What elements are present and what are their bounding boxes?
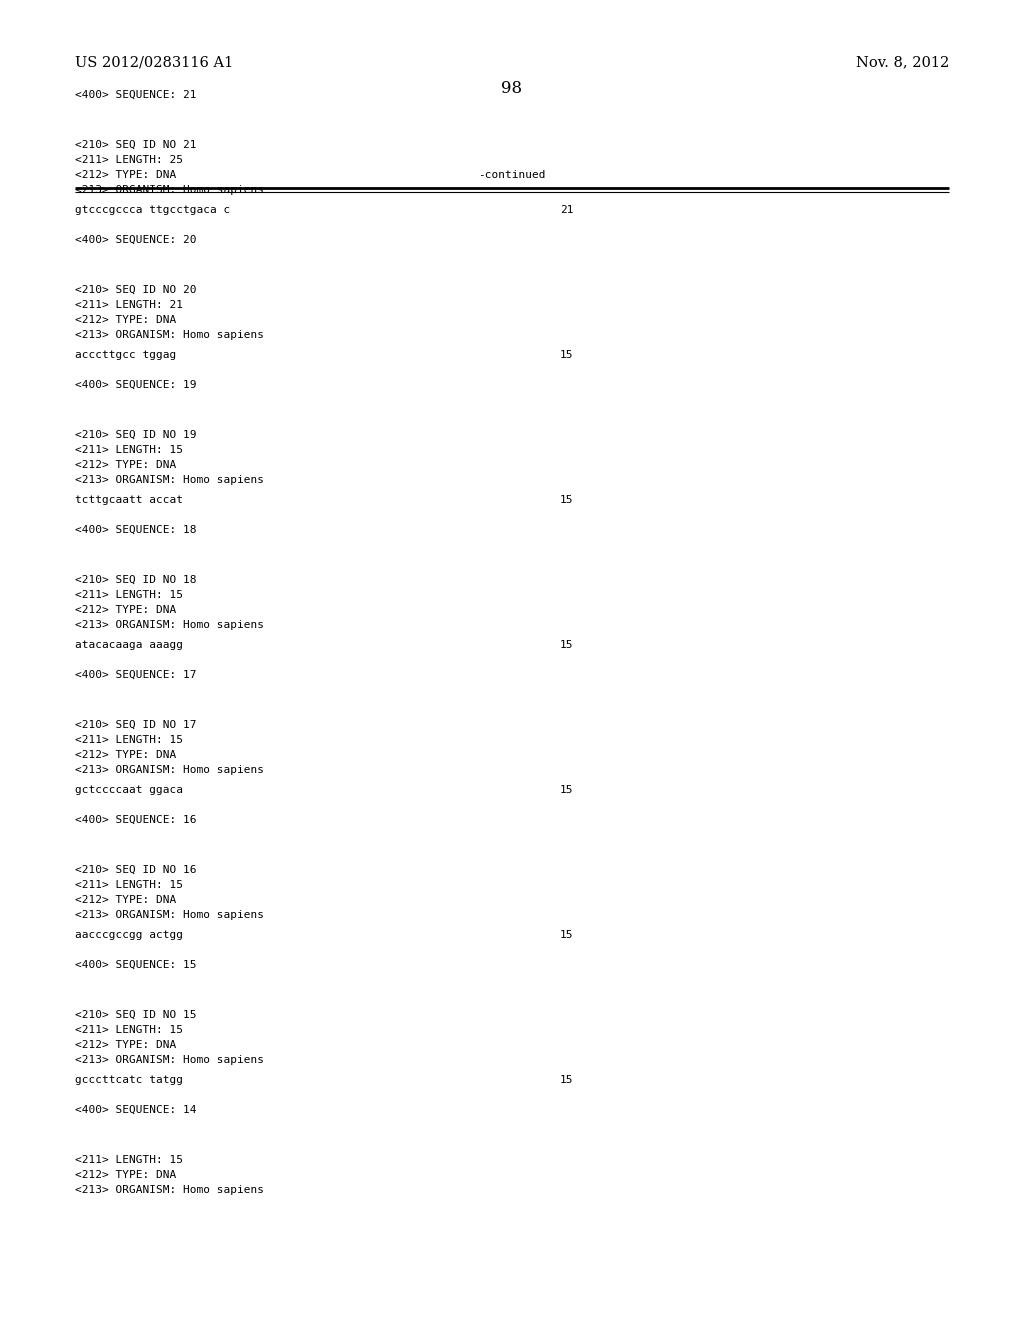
Text: <212> TYPE: DNA: <212> TYPE: DNA (75, 459, 176, 470)
Text: <211> LENGTH: 21: <211> LENGTH: 21 (75, 300, 183, 310)
Text: 15: 15 (560, 640, 573, 649)
Text: <210> SEQ ID NO 21: <210> SEQ ID NO 21 (75, 140, 197, 150)
Text: <211> LENGTH: 15: <211> LENGTH: 15 (75, 880, 183, 890)
Text: <210> SEQ ID NO 19: <210> SEQ ID NO 19 (75, 430, 197, 440)
Text: <212> TYPE: DNA: <212> TYPE: DNA (75, 1040, 176, 1049)
Text: <211> LENGTH: 15: <211> LENGTH: 15 (75, 1026, 183, 1035)
Text: 15: 15 (560, 350, 573, 360)
Text: atacacaaga aaagg: atacacaaga aaagg (75, 640, 183, 649)
Text: acccttgcc tggag: acccttgcc tggag (75, 350, 176, 360)
Text: <213> ORGANISM: Homo sapiens: <213> ORGANISM: Homo sapiens (75, 766, 264, 775)
Text: <212> TYPE: DNA: <212> TYPE: DNA (75, 1170, 176, 1180)
Text: <213> ORGANISM: Homo sapiens: <213> ORGANISM: Homo sapiens (75, 1055, 264, 1065)
Text: <211> LENGTH: 15: <211> LENGTH: 15 (75, 445, 183, 455)
Text: <210> SEQ ID NO 17: <210> SEQ ID NO 17 (75, 719, 197, 730)
Text: <210> SEQ ID NO 16: <210> SEQ ID NO 16 (75, 865, 197, 875)
Text: -continued: -continued (478, 170, 546, 180)
Text: <212> TYPE: DNA: <212> TYPE: DNA (75, 315, 176, 325)
Text: tcttgcaatt accat: tcttgcaatt accat (75, 495, 183, 506)
Text: <213> ORGANISM: Homo sapiens: <213> ORGANISM: Homo sapiens (75, 330, 264, 341)
Text: <400> SEQUENCE: 20: <400> SEQUENCE: 20 (75, 235, 197, 246)
Text: <400> SEQUENCE: 21: <400> SEQUENCE: 21 (75, 90, 197, 100)
Text: <400> SEQUENCE: 17: <400> SEQUENCE: 17 (75, 671, 197, 680)
Text: <213> ORGANISM: Homo sapiens: <213> ORGANISM: Homo sapiens (75, 1185, 264, 1195)
Text: 15: 15 (560, 785, 573, 795)
Text: <213> ORGANISM: Homo sapiens: <213> ORGANISM: Homo sapiens (75, 909, 264, 920)
Text: <210> SEQ ID NO 18: <210> SEQ ID NO 18 (75, 576, 197, 585)
Text: <400> SEQUENCE: 14: <400> SEQUENCE: 14 (75, 1105, 197, 1115)
Text: <211> LENGTH: 15: <211> LENGTH: 15 (75, 1155, 183, 1166)
Text: <212> TYPE: DNA: <212> TYPE: DNA (75, 605, 176, 615)
Text: <211> LENGTH: 15: <211> LENGTH: 15 (75, 735, 183, 744)
Text: 15: 15 (560, 931, 573, 940)
Text: gtcccgccca ttgcctgaca c: gtcccgccca ttgcctgaca c (75, 205, 230, 215)
Text: <400> SEQUENCE: 15: <400> SEQUENCE: 15 (75, 960, 197, 970)
Text: <213> ORGANISM: Homo sapiens: <213> ORGANISM: Homo sapiens (75, 475, 264, 484)
Text: <213> ORGANISM: Homo sapiens: <213> ORGANISM: Homo sapiens (75, 185, 264, 195)
Text: 15: 15 (560, 1074, 573, 1085)
Text: <212> TYPE: DNA: <212> TYPE: DNA (75, 895, 176, 906)
Text: <212> TYPE: DNA: <212> TYPE: DNA (75, 750, 176, 760)
Text: Nov. 8, 2012: Nov. 8, 2012 (856, 55, 949, 69)
Text: <400> SEQUENCE: 19: <400> SEQUENCE: 19 (75, 380, 197, 389)
Text: <210> SEQ ID NO 15: <210> SEQ ID NO 15 (75, 1010, 197, 1020)
Text: <400> SEQUENCE: 18: <400> SEQUENCE: 18 (75, 525, 197, 535)
Text: 21: 21 (560, 205, 573, 215)
Text: 15: 15 (560, 495, 573, 506)
Text: <211> LENGTH: 15: <211> LENGTH: 15 (75, 590, 183, 601)
Text: aacccgccgg actgg: aacccgccgg actgg (75, 931, 183, 940)
Text: gctccccaat ggaca: gctccccaat ggaca (75, 785, 183, 795)
Text: gcccttcatc tatgg: gcccttcatc tatgg (75, 1074, 183, 1085)
Text: <210> SEQ ID NO 20: <210> SEQ ID NO 20 (75, 285, 197, 294)
Text: <211> LENGTH: 25: <211> LENGTH: 25 (75, 154, 183, 165)
Text: US 2012/0283116 A1: US 2012/0283116 A1 (75, 55, 233, 69)
Text: <212> TYPE: DNA: <212> TYPE: DNA (75, 170, 176, 180)
Text: <213> ORGANISM: Homo sapiens: <213> ORGANISM: Homo sapiens (75, 620, 264, 630)
Text: <400> SEQUENCE: 16: <400> SEQUENCE: 16 (75, 814, 197, 825)
Text: 98: 98 (502, 81, 522, 96)
